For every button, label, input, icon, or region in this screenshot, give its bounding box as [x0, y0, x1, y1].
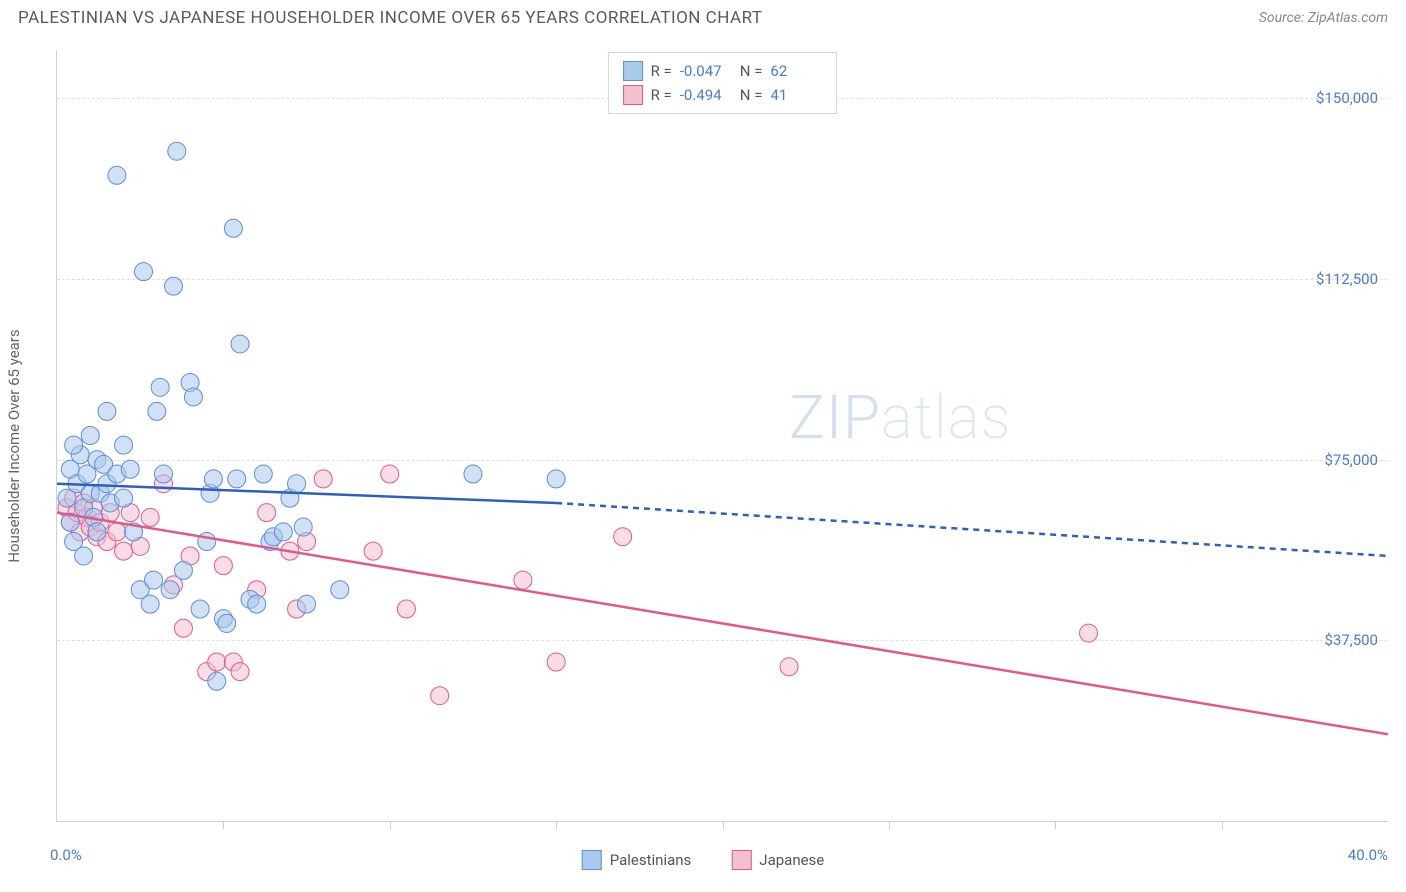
source-attribution: Source: ZipAtlas.com [1259, 10, 1388, 26]
chart-plot-area: R = -0.047 N = 62 R = -0.494 N = 41 ZIPa… [56, 50, 1388, 822]
data-point [228, 470, 246, 488]
data-point [397, 600, 415, 618]
data-point [294, 518, 312, 536]
data-point [208, 653, 226, 671]
data-point [547, 470, 565, 488]
x-tick [223, 821, 224, 829]
r-label: R = [651, 62, 672, 80]
data-point [331, 581, 349, 599]
series-label-a: Palestinians [610, 851, 692, 869]
x-tick [556, 821, 557, 829]
data-point [174, 619, 192, 637]
trend-line [57, 513, 1388, 735]
n-value-a: 62 [770, 62, 822, 80]
data-point [218, 614, 236, 632]
legend-item-b: Japanese [731, 850, 824, 870]
data-point [1080, 624, 1098, 642]
legend-item-a: Palestinians [582, 850, 692, 870]
data-point [151, 378, 169, 396]
x-tick [390, 821, 391, 829]
data-point [614, 528, 632, 546]
r-value-a: -0.047 [680, 62, 732, 80]
data-point [204, 470, 222, 488]
data-point [191, 600, 209, 618]
data-point [547, 653, 565, 671]
data-point [364, 542, 382, 560]
data-point [148, 402, 166, 420]
data-point [288, 475, 306, 493]
x-axis-min-label: 0.0% [50, 846, 82, 864]
data-point [141, 595, 159, 613]
series-label-b: Japanese [759, 851, 824, 869]
data-point [81, 427, 99, 445]
data-point [431, 687, 449, 705]
data-point [65, 436, 83, 454]
y-axis-label: Householder Income Over 65 years [5, 329, 23, 562]
data-point [144, 571, 162, 589]
data-point [780, 658, 798, 676]
data-point [258, 504, 276, 522]
x-tick [1055, 821, 1056, 829]
data-point [231, 335, 249, 353]
x-tick [889, 821, 890, 829]
x-tick [1222, 821, 1223, 829]
series-swatch-b-icon [731, 850, 751, 870]
data-point [88, 523, 106, 541]
data-point [154, 465, 172, 483]
data-point [135, 263, 153, 281]
data-point [184, 388, 202, 406]
x-tick [723, 821, 724, 829]
trend-line [556, 503, 1388, 556]
chart-title: PALESTINIAN VS JAPANESE HOUSEHOLDER INCO… [18, 8, 763, 28]
n-label: N = [740, 86, 763, 104]
data-point [208, 672, 226, 690]
data-point [121, 460, 139, 478]
data-point [115, 436, 133, 454]
data-point [214, 557, 232, 575]
data-point [115, 542, 133, 560]
series-legend: Palestinians Japanese [582, 850, 825, 870]
n-value-b: 41 [770, 86, 822, 104]
r-value-b: -0.494 [680, 86, 732, 104]
swatch-a-icon [623, 61, 643, 81]
data-point [108, 166, 126, 184]
swatch-b-icon [623, 85, 643, 105]
correlation-legend: R = -0.047 N = 62 R = -0.494 N = 41 [608, 52, 838, 114]
scatter-svg [57, 50, 1388, 821]
data-point [98, 402, 116, 420]
data-point [168, 142, 186, 160]
legend-row-b: R = -0.494 N = 41 [623, 83, 823, 107]
series-swatch-a-icon [582, 850, 602, 870]
data-point [298, 595, 316, 613]
data-point [254, 465, 272, 483]
data-point [161, 581, 179, 599]
data-point [115, 489, 133, 507]
n-label: N = [740, 62, 763, 80]
legend-row-a: R = -0.047 N = 62 [623, 59, 823, 83]
data-point [164, 277, 182, 295]
data-point [231, 663, 249, 681]
data-point [274, 523, 292, 541]
data-point [314, 470, 332, 488]
data-point [224, 219, 242, 237]
data-point [174, 561, 192, 579]
data-point [381, 465, 399, 483]
data-point [464, 465, 482, 483]
data-point [514, 571, 532, 589]
data-point [198, 533, 216, 551]
data-point [248, 595, 266, 613]
r-label: R = [651, 86, 672, 104]
data-point [108, 523, 126, 541]
x-axis-max-label: 40.0% [1348, 846, 1388, 864]
data-point [141, 508, 159, 526]
data-point [75, 547, 93, 565]
